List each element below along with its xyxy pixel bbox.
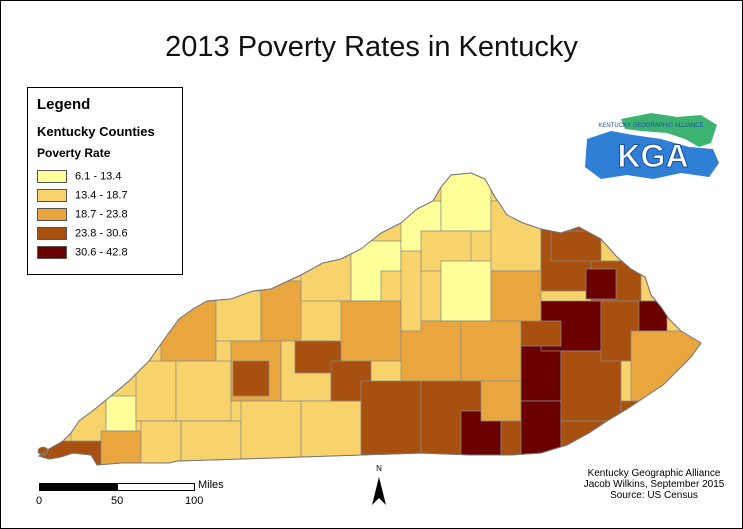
legend-title: Legend xyxy=(37,96,91,113)
legend-item-label: 13.4 - 18.7 xyxy=(75,189,128,202)
legend-swatch xyxy=(37,170,67,183)
county-cw-5 xyxy=(260,280,302,342)
legend-item-label: 23.8 - 30.6 xyxy=(75,227,128,240)
county-e-9 xyxy=(560,420,622,465)
county-cw-1 xyxy=(215,290,262,342)
kentucky-bend xyxy=(37,446,49,456)
county-cw-4 xyxy=(240,400,302,465)
legend-item: 6.1 - 13.4 xyxy=(37,170,121,184)
county-west-7 xyxy=(160,300,217,362)
county-west-4 xyxy=(100,430,142,465)
legend-item-label: 18.7 - 23.8 xyxy=(75,208,128,221)
county-e-8 xyxy=(620,400,701,465)
legend-swatch xyxy=(37,227,67,240)
county-e-10 xyxy=(550,230,602,262)
county-cw-3 xyxy=(232,360,270,397)
county-e-2 xyxy=(560,350,622,422)
legend-layer-name: Kentucky Counties xyxy=(37,124,155,139)
scale-label-0: 0 xyxy=(36,495,43,507)
county-nc-7 xyxy=(340,300,402,362)
county-e-11 xyxy=(520,320,562,347)
county-west-1 xyxy=(39,440,102,465)
county-cw-8 xyxy=(300,400,362,465)
north-arrow-label: N xyxy=(376,464,382,473)
scale-unit: Miles xyxy=(198,479,224,491)
legend-item: 13.4 - 18.7 xyxy=(37,189,128,203)
scale-label-100: 100 xyxy=(185,495,204,507)
county-e-6 xyxy=(638,300,668,332)
scale-label-50: 50 xyxy=(111,495,124,507)
credit-line-3: Source: US Census xyxy=(610,490,698,501)
legend-item: 30.6 - 42.8 xyxy=(37,246,128,260)
legend-item-label: 6.1 - 13.4 xyxy=(75,170,122,183)
county-nc-14 xyxy=(400,250,422,332)
credit-line-2: Jacob Wilkins, September 2015 xyxy=(583,479,725,490)
county-west-9 xyxy=(180,420,242,465)
kga-logo: KGA KENTUCKY GEOGRAPHIC ALLIANCE xyxy=(585,113,719,179)
map-credits: Kentucky Geographic Alliance Jacob Wilki… xyxy=(569,468,739,501)
legend-item: 18.7 - 23.8 xyxy=(37,208,128,222)
county-sc-4 xyxy=(480,380,522,422)
county-nc-13 xyxy=(460,320,522,382)
county-nc-9 xyxy=(490,200,542,272)
legend-item: 23.8 - 30.6 xyxy=(37,227,128,241)
county-sc-1 xyxy=(360,380,422,465)
north-arrow: N xyxy=(372,464,386,505)
scale-bar-segment-3 xyxy=(117,483,195,491)
county-sc-7 xyxy=(520,400,562,465)
legend-swatch xyxy=(37,208,67,221)
legend-swatch xyxy=(37,246,67,259)
legend-item-label: 30.6 - 42.8 xyxy=(75,246,128,259)
logo-letters: KGA xyxy=(617,138,688,174)
legend-field-name: Poverty Rate xyxy=(37,146,111,160)
county-nc-4 xyxy=(440,173,492,232)
county-e-4 xyxy=(585,268,617,300)
map-title: 2013 Poverty Rates in Kentucky xyxy=(165,31,578,63)
scale-bar-segment-1 xyxy=(39,483,79,491)
county-west-3 xyxy=(105,395,137,432)
legend-swatch xyxy=(37,189,67,202)
county-west-6 xyxy=(140,420,182,465)
scale-bar-segment-2 xyxy=(77,483,117,491)
county-nc-8 xyxy=(440,260,492,322)
county-nc-1 xyxy=(300,250,352,302)
county-west-5 xyxy=(135,360,177,422)
credit-line-1: Kentucky Geographic Alliance xyxy=(587,468,721,479)
county-west-8 xyxy=(175,360,232,422)
logo-text: KENTUCKY GEOGRAPHIC ALLIANCE xyxy=(598,123,703,129)
legend: Legend Kentucky Counties Poverty Rate 6.… xyxy=(27,87,183,275)
